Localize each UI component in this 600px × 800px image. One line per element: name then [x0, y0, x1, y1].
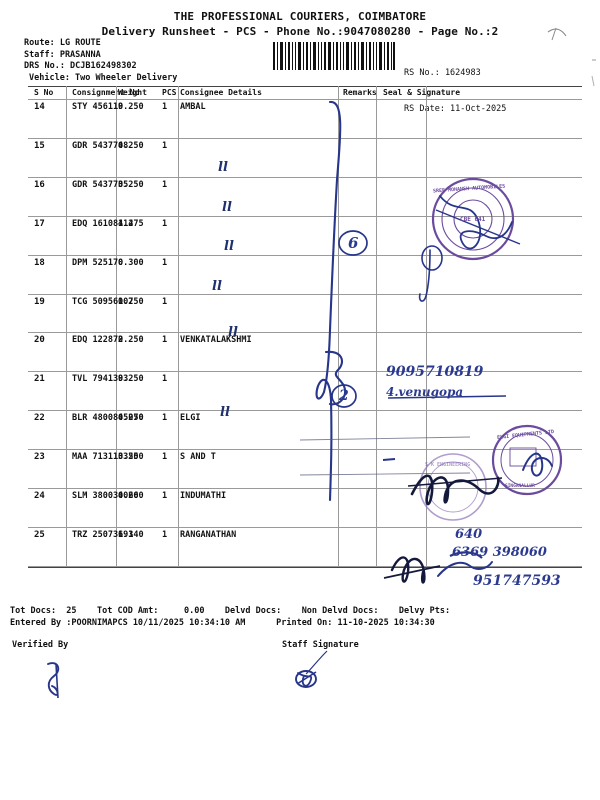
cell-weight-row-15: 0.250: [118, 140, 144, 151]
cell-pcs-row-18: 1: [162, 257, 168, 268]
table-row: [28, 371, 582, 373]
column-header-pcs: PCS: [162, 88, 177, 97]
cell-weight-row-19: 0.250: [118, 296, 144, 307]
cell-sno-row-19: 19: [34, 296, 45, 307]
column-header-consignment-no: Consignment No: [72, 88, 140, 97]
table-column-divider-1: [116, 86, 117, 566]
totals-line: Tot Docs: 25 Tot COD Amt: 0.00 Delvd Doc…: [10, 606, 451, 616]
cell-sno-row-23: 23: [34, 452, 45, 463]
cell-weight-row-21: 0.250: [118, 374, 144, 385]
cell-sno-row-25: 25: [34, 529, 45, 540]
cell-sno-row-17: 17: [34, 218, 45, 229]
cell-consignment-no-row-15: GDR 5437748: [72, 140, 129, 151]
cell-consignee-details-row-24: INDUMATHI: [180, 491, 227, 501]
table-row: [28, 410, 582, 412]
column-header-sno: S No: [34, 88, 54, 97]
page-title: THE PROFESSIONAL COURIERS, COIMBATORE: [173, 10, 427, 23]
cell-consignment-no-row-24: SLM 380034026: [72, 491, 139, 501]
table-column-divider-3: [338, 86, 339, 566]
cell-consignment-no-row-25: TRZ 25073693: [72, 529, 134, 540]
column-header-seal-signature: Seal & Signature: [383, 88, 461, 97]
table-row: [28, 215, 582, 217]
header-meta-left: Route: LG ROUTE Staff: PRASANNA DRS No.:…: [24, 38, 177, 84]
cell-consignee-details-row-23: S AND T: [180, 452, 216, 463]
cell-consignment-no-row-21: TVL 7941393: [72, 374, 129, 385]
page-subtitle: Delivery Runsheet - PCS - Phone No.:9047…: [101, 25, 499, 38]
table-row: [28, 254, 582, 256]
verified-by-label: Verified By: [12, 640, 69, 650]
table-column-divider-5: [426, 86, 427, 566]
cell-weight-row-17: 1.275: [118, 218, 144, 229]
runsheet-table: S No Consignment No Weight PCS Consignee Det…: [28, 86, 582, 602]
staff-signature-label: Staff Signature: [282, 640, 359, 650]
cell-sno-row-22: 22: [34, 413, 45, 424]
cell-sno-row-16: 16: [34, 179, 45, 190]
table-row: [28, 293, 582, 295]
table-row: [28, 565, 582, 567]
cell-weight-row-22: 0.250: [118, 413, 144, 424]
cell-pcs-row-14: 1: [162, 102, 168, 112]
table-row: [28, 449, 582, 451]
cell-weight-row-14: 0.250: [118, 102, 144, 112]
table-row: [28, 526, 582, 528]
cell-weight-row-16: 0.250: [118, 179, 144, 190]
cell-pcs-row-21: 1: [162, 374, 168, 385]
table-row: [28, 488, 582, 489]
cell-sno-row-18: 18: [34, 257, 45, 268]
cell-weight-row-23: 0.250: [118, 452, 144, 463]
cell-sno-row-24: 24: [34, 491, 45, 501]
cell-pcs-row-23: 1: [162, 452, 168, 463]
vehicle-label: Vehicle: Two Wheeler Delivery: [29, 72, 178, 83]
table-row: [28, 332, 582, 334]
cell-consignment-no-row-23: MAA 713113350: [72, 452, 139, 463]
column-header-weight: Weight: [118, 88, 147, 97]
cell-sno-row-20: 20: [34, 335, 45, 346]
table-top-rule: [28, 86, 582, 87]
cell-consignment-no-row-18: DPM 525170: [72, 257, 124, 268]
cell-weight-row-24: 0.600: [118, 491, 144, 501]
route-label: Route: LG ROUTE: [24, 38, 101, 48]
cell-pcs-row-19: 1: [162, 296, 168, 307]
table-column-divider-0: [66, 86, 67, 566]
cell-pcs-row-16: 1: [162, 179, 168, 190]
cell-consignee-details-row-22: ELGI: [180, 413, 201, 424]
barcode-rs-number: [272, 42, 396, 70]
cell-consignment-no-row-16: GDR 5437735: [72, 179, 129, 190]
cell-consignment-no-row-20: EDQ 122872: [72, 335, 124, 346]
staff-label: Staff: PRASANNA: [24, 49, 101, 60]
table-column-divider-2: [178, 86, 179, 566]
entered-printed-line: Entered By :POORNIMAPCS 10/11/2025 10:34…: [10, 618, 435, 628]
table-column-divider-4: [376, 86, 377, 566]
cell-weight-row-25: 1.140: [118, 529, 144, 540]
cell-pcs-row-15: 1: [162, 140, 168, 151]
table-row: [28, 137, 582, 139]
cell-weight-row-20: 0.250: [118, 335, 144, 346]
cell-sno-row-21: 21: [34, 374, 45, 385]
cell-consignee-details-row-25: RANGANATHAN: [180, 529, 237, 540]
cell-consignment-no-row-17: EDQ 16108414: [72, 218, 134, 229]
header-meta-right: RS No.: 1624983 RS Date: 11-Oct-2025: [404, 43, 506, 139]
table-bottom-rule: [28, 566, 582, 568]
table-row: [28, 176, 582, 178]
column-header-consignee-details: Consignee Details: [180, 88, 262, 97]
cell-consignment-no-row-19: TCG 50956107: [72, 296, 134, 307]
rs-date-label: RS Date: 11-Oct-2025: [404, 104, 507, 114]
cell-pcs-row-25: 1: [162, 529, 168, 540]
cell-consignment-no-row-14: STY 456119: [72, 102, 124, 112]
cell-consignee-details-row-14: AMBAL: [180, 102, 206, 112]
cell-consignee-details-row-20: VENKATALAKSHMI: [180, 335, 252, 346]
table-header-rule: [28, 99, 582, 100]
cell-weight-row-18: 0.300: [118, 257, 144, 268]
drs-number-label: DRS No.: DCJB162498302: [24, 61, 137, 71]
cell-pcs-row-20: 1: [162, 335, 168, 346]
cell-pcs-row-17: 1: [162, 218, 168, 229]
cell-sno-row-15: 15: [34, 140, 45, 151]
column-header-remarks: Remarks: [343, 88, 377, 97]
cell-sno-row-14: 14: [34, 102, 45, 112]
cell-pcs-row-22: 1: [162, 413, 168, 424]
rs-number-label: RS No.: 1624983: [404, 68, 481, 78]
cell-consignment-no-row-22: BLR 4800845070: [72, 413, 144, 424]
cell-pcs-row-24: 1: [162, 491, 168, 501]
